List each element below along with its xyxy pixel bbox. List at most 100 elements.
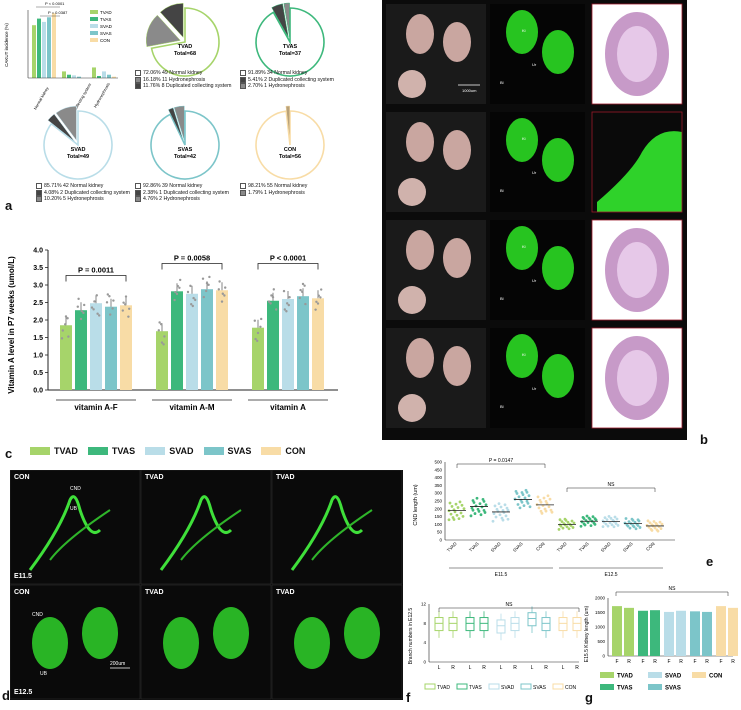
bladder-shape bbox=[398, 70, 426, 98]
label-bl: Bl bbox=[500, 296, 504, 301]
vitamin-a-legend: TVAD TVAS SVAD SVAS CON bbox=[30, 446, 305, 456]
nephric-duct bbox=[311, 509, 373, 561]
p-value: NS bbox=[608, 482, 616, 488]
data-point bbox=[517, 495, 521, 499]
legend-item: 85.71% 42 Normal kidney bbox=[44, 183, 104, 189]
bladder-shape bbox=[398, 394, 426, 422]
panel-letter-b: b bbox=[700, 432, 708, 447]
ureteric-bud bbox=[159, 495, 233, 571]
data-point bbox=[601, 525, 605, 529]
legend-item: TVAS bbox=[87, 446, 135, 456]
x-tick-label: L bbox=[562, 665, 565, 671]
data-point bbox=[190, 303, 193, 306]
panel-letter-c: c bbox=[5, 446, 13, 461]
y-tick-label: 500 bbox=[597, 639, 605, 644]
y-tick-label: 300 bbox=[434, 491, 442, 496]
pie-group-name: TVAS bbox=[283, 44, 298, 50]
zoom-border bbox=[591, 111, 683, 213]
legend-item: 4.76% 2 Hydronephrosis bbox=[143, 196, 200, 203]
cakut-legend-label: SVAD bbox=[100, 24, 113, 29]
data-point bbox=[98, 314, 101, 317]
pie-slice bbox=[173, 105, 185, 141]
data-point bbox=[550, 510, 554, 514]
fluorescence-tile bbox=[10, 470, 141, 585]
legend-item: 1.79% 1 Hydronephrosis bbox=[248, 189, 305, 196]
data-point bbox=[473, 512, 477, 515]
vitamin-bar bbox=[216, 290, 228, 390]
pie-con: CON Total=56 98.21% 55 Normal kidney 1.79… bbox=[240, 105, 340, 196]
cakut-legend-label: SVAS bbox=[100, 31, 112, 36]
data-point bbox=[588, 517, 592, 521]
legend-swatch bbox=[648, 684, 662, 690]
y-tick-label: 0 bbox=[423, 660, 426, 665]
histology-medulla bbox=[617, 350, 657, 406]
data-point bbox=[315, 300, 318, 303]
data-point bbox=[548, 497, 552, 501]
zoom-border bbox=[591, 219, 683, 321]
p-value: P = 0.0147 bbox=[489, 458, 513, 464]
tile-group-label: CON bbox=[14, 589, 30, 596]
data-point bbox=[659, 527, 663, 530]
data-point bbox=[477, 509, 481, 513]
data-point bbox=[259, 325, 262, 329]
data-point bbox=[191, 304, 194, 308]
data-point bbox=[522, 504, 526, 508]
data-point bbox=[272, 288, 275, 291]
kidney-length-bar bbox=[702, 611, 712, 656]
group-label: E12.5 bbox=[604, 572, 617, 578]
data-point bbox=[483, 511, 487, 514]
cakut-bar bbox=[77, 76, 81, 78]
pie-slice bbox=[271, 3, 289, 38]
data-point bbox=[253, 319, 256, 322]
legend-swatch bbox=[692, 672, 706, 678]
significance-bracket bbox=[438, 607, 580, 612]
data-point bbox=[499, 505, 503, 509]
legend-label: SVAD bbox=[169, 446, 194, 456]
data-point bbox=[520, 500, 524, 504]
box bbox=[479, 617, 489, 632]
data-point bbox=[528, 505, 532, 509]
kidney-length-bar bbox=[690, 611, 700, 656]
data-point bbox=[457, 517, 461, 520]
data-point bbox=[260, 317, 263, 321]
data-point bbox=[603, 516, 607, 520]
vitamin-a-chart: Vitamin A level in P7 weeks (umol/L) 0.0… bbox=[7, 248, 338, 412]
label-ki: Ki bbox=[522, 352, 526, 357]
x-tick-label: L bbox=[531, 665, 534, 671]
cakut-bar bbox=[112, 76, 116, 78]
vitamin-bar bbox=[282, 299, 294, 390]
data-point bbox=[637, 519, 641, 523]
data-point bbox=[108, 295, 111, 298]
data-point bbox=[491, 519, 495, 523]
x-tick-label: R bbox=[679, 659, 683, 665]
y-tick-label: 50 bbox=[437, 530, 443, 535]
fluorescence-tile bbox=[140, 584, 272, 700]
cakut-ylabel: CAKUT incidence (%) bbox=[4, 23, 9, 67]
legend-label: SVAD bbox=[501, 685, 515, 691]
data-point bbox=[269, 302, 272, 305]
data-point bbox=[283, 308, 286, 311]
data-point bbox=[83, 303, 86, 307]
data-point bbox=[460, 503, 464, 507]
vitamin-bar bbox=[105, 306, 117, 390]
pie-total: Total=49 bbox=[67, 154, 89, 160]
y-tick-label: 500 bbox=[434, 460, 442, 465]
cakut-legend-swatch bbox=[90, 38, 98, 42]
data-point bbox=[176, 284, 179, 288]
cakut-legend-swatch bbox=[90, 17, 98, 21]
data-point bbox=[655, 523, 659, 527]
bladder-shape bbox=[398, 286, 426, 314]
kidney-fluorescence bbox=[542, 138, 574, 182]
data-point bbox=[66, 317, 69, 320]
x-tick-label: R bbox=[653, 659, 657, 665]
data-point bbox=[497, 502, 501, 506]
data-point bbox=[96, 312, 99, 315]
data-point bbox=[585, 514, 589, 518]
group-label: E11.5 bbox=[495, 572, 508, 578]
pie-group-name: CON bbox=[284, 147, 296, 153]
data-point bbox=[479, 513, 483, 517]
legend-label: CON bbox=[709, 674, 722, 680]
data-point bbox=[525, 490, 529, 494]
cakut-legend-label: CON bbox=[100, 38, 110, 43]
data-point bbox=[271, 296, 275, 299]
